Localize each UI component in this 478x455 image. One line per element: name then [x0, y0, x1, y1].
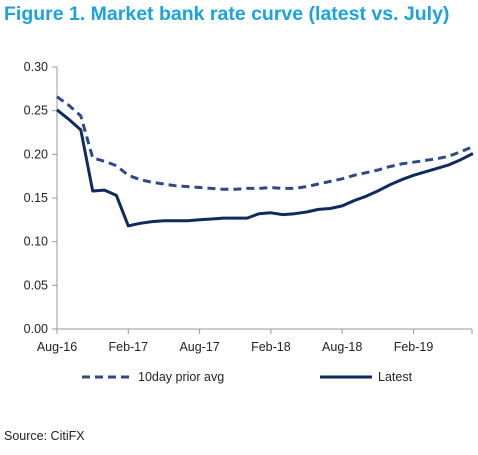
chart-axes: 0.00 0.05 0.10 0.15 0.20 0.25 0.30 Aug-16 Feb-17…	[24, 60, 473, 354]
legend-item-latest: Latest	[320, 367, 412, 387]
series-line-latest	[56, 108, 474, 228]
legend-label-prior: 10day prior avg	[138, 370, 225, 384]
x-tick-label: Aug-18	[322, 340, 362, 354]
chart-title: Figure 1. Market bank rate curve (latest…	[4, 3, 450, 25]
source-note: Source: CitiFX	[4, 429, 85, 443]
legend-item-prior: 10day prior avg	[82, 367, 224, 387]
x-tick-label: Feb-18	[251, 340, 291, 354]
x-tick-label: Aug-17	[179, 340, 219, 354]
y-tick-label: 0.05	[24, 278, 48, 292]
y-tick-label: 0.10	[24, 235, 48, 249]
y-tick-label: 0.30	[24, 60, 48, 74]
chart-series	[56, 95, 474, 228]
x-tick-label: Feb-19	[394, 340, 434, 354]
y-tick-label: 0.25	[24, 104, 48, 118]
x-tick-label: Aug-16	[37, 340, 77, 354]
y-tick-label: 0.15	[24, 191, 48, 205]
y-tick-label: 0.00	[24, 322, 48, 336]
x-tick-label: Feb-17	[108, 340, 148, 354]
chart-legend: 10day prior avg Latest	[0, 367, 478, 387]
series-line-prior	[56, 95, 474, 191]
legend-label-latest: Latest	[378, 370, 413, 384]
legend-swatch-dashed	[82, 375, 134, 379]
y-tick-label: 0.20	[24, 147, 48, 161]
legend-swatch-solid	[320, 375, 372, 379]
